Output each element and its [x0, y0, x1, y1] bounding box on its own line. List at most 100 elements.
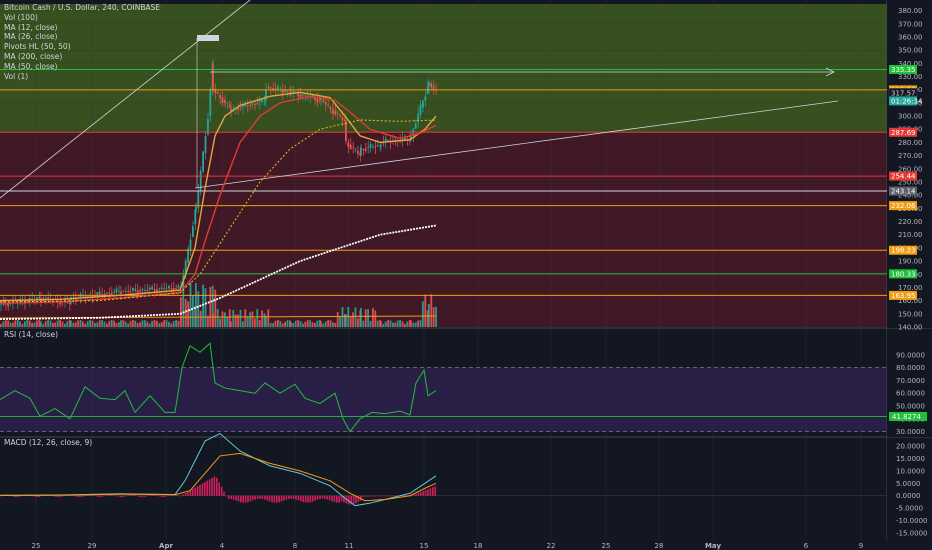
candle-body: [187, 248, 189, 263]
macd-histogram-bar: [223, 491, 225, 496]
volume-bar: [261, 310, 263, 327]
volume-bar: [68, 320, 71, 327]
macd-histogram-bar: [338, 495, 340, 503]
macd-histogram-bar: [163, 495, 165, 498]
price-tick-label: 240.00: [898, 192, 923, 200]
macd-histogram-bar: [319, 495, 321, 500]
macd-histogram-bar: [357, 495, 360, 503]
legend-indicator[interactable]: MA (26, close): [4, 32, 58, 42]
volume-bar: [232, 309, 235, 327]
candle-body: [414, 123, 417, 129]
candle-body: [246, 105, 249, 107]
candle-body: [290, 92, 292, 94]
time-tick-label: 29: [88, 542, 97, 550]
macd-histogram-bar: [273, 495, 276, 503]
volume-bar: [430, 294, 433, 327]
macd-histogram-bar: [187, 491, 189, 496]
candle-body: [430, 83, 433, 88]
macd-histogram-bar: [184, 492, 187, 496]
legend-indicator[interactable]: MA (200, close): [4, 51, 63, 61]
volume-bar: [175, 320, 177, 327]
volume-bar: [64, 323, 66, 327]
main-legend: Bitcoin Cash / U.S. Dollar, 240, COINBAS…: [4, 3, 160, 81]
volume-bar: [2, 321, 5, 327]
candle-body: [286, 90, 289, 92]
macd-histogram-bar: [331, 495, 333, 502]
candle-body: [263, 100, 266, 102]
candle-body: [265, 89, 267, 101]
volume-bar: [141, 320, 144, 327]
macd-histogram-bar: [84, 495, 86, 497]
candle-body: [124, 290, 127, 292]
price-label-tag: 243.14: [889, 186, 917, 196]
candle-body: [189, 239, 192, 250]
rising-trendline: [0, 0, 251, 199]
volume-bar: [320, 321, 322, 327]
volume-bar: [357, 318, 359, 327]
macd-histogram-bar: [314, 495, 316, 501]
time-tick-label: 25: [32, 542, 41, 550]
macd-histogram-bar: [220, 486, 223, 496]
candle-body: [153, 289, 156, 291]
macd-histogram-bar: [201, 483, 204, 496]
macd-tick-label: 5.0000: [896, 480, 921, 488]
volume-bar: [170, 323, 173, 327]
candle-body: [289, 91, 291, 93]
macd-histogram-bar: [160, 495, 163, 498]
candle-body: [274, 88, 277, 90]
candle-body: [172, 288, 175, 292]
candle-body: [204, 136, 207, 153]
volume-bar: [212, 313, 214, 327]
candle-body: [156, 289, 158, 292]
volume-bar: [426, 310, 429, 327]
macd-histogram-bar: [98, 495, 100, 498]
candle-body: [94, 295, 96, 297]
candle-body: [168, 285, 170, 289]
legend-indicator[interactable]: Vol (1): [4, 71, 29, 81]
volume-bar: [70, 320, 72, 327]
macd-histogram-bar: [180, 495, 182, 497]
volume-bar: [269, 322, 272, 327]
volume-bar: [277, 320, 279, 327]
volume-bar: [209, 286, 212, 327]
volume-bar: [394, 322, 397, 327]
volume-bar: [349, 316, 352, 327]
legend-indicator[interactable]: Vol (100): [4, 12, 38, 22]
volume-bar: [40, 321, 42, 327]
rsi-tick-label: 70.0000: [896, 377, 925, 385]
macd-histogram-bar: [352, 495, 355, 505]
legend-indicator[interactable]: Pivots HL (50, 50): [4, 42, 71, 52]
legend-indicator[interactable]: MA (12, close): [4, 22, 58, 32]
candle-body: [401, 137, 404, 140]
price-tick-label: 140.00: [898, 324, 923, 332]
rsi-level-label: 41.8274: [892, 413, 921, 421]
macd-legend[interactable]: MACD (12, 26, close, 9): [4, 438, 93, 447]
rsi-tick-label: 30.0000: [896, 428, 925, 436]
volume-bar: [239, 310, 242, 327]
macd-histogram-bar: [278, 495, 280, 503]
candle-body: [36, 297, 38, 300]
rsi-level-tag: [889, 411, 927, 421]
volume-bar: [153, 320, 156, 327]
macd-histogram-bar: [415, 493, 417, 496]
candle-body: [360, 147, 362, 156]
candle-body: [239, 107, 242, 109]
price-zones: [0, 4, 887, 438]
candle-body: [232, 108, 235, 110]
macd-histogram-bar: [16, 495, 19, 498]
candle-body: [118, 291, 120, 293]
legend-indicator[interactable]: MA (50, close): [4, 61, 58, 71]
time-tick-label: 15: [420, 542, 429, 550]
volume-bar: [14, 320, 17, 327]
candle-body: [184, 260, 187, 275]
volume-bar: [246, 317, 249, 327]
volume-bar: [197, 291, 200, 327]
volume-bar: [158, 323, 161, 327]
price-label-text: 163.95: [891, 292, 916, 300]
volume-bar: [417, 320, 419, 327]
rsi-legend[interactable]: RSI (14, close): [4, 330, 59, 339]
candle-body: [244, 103, 247, 107]
macd-histogram-bar: [324, 495, 326, 499]
volume-bar: [106, 323, 108, 327]
